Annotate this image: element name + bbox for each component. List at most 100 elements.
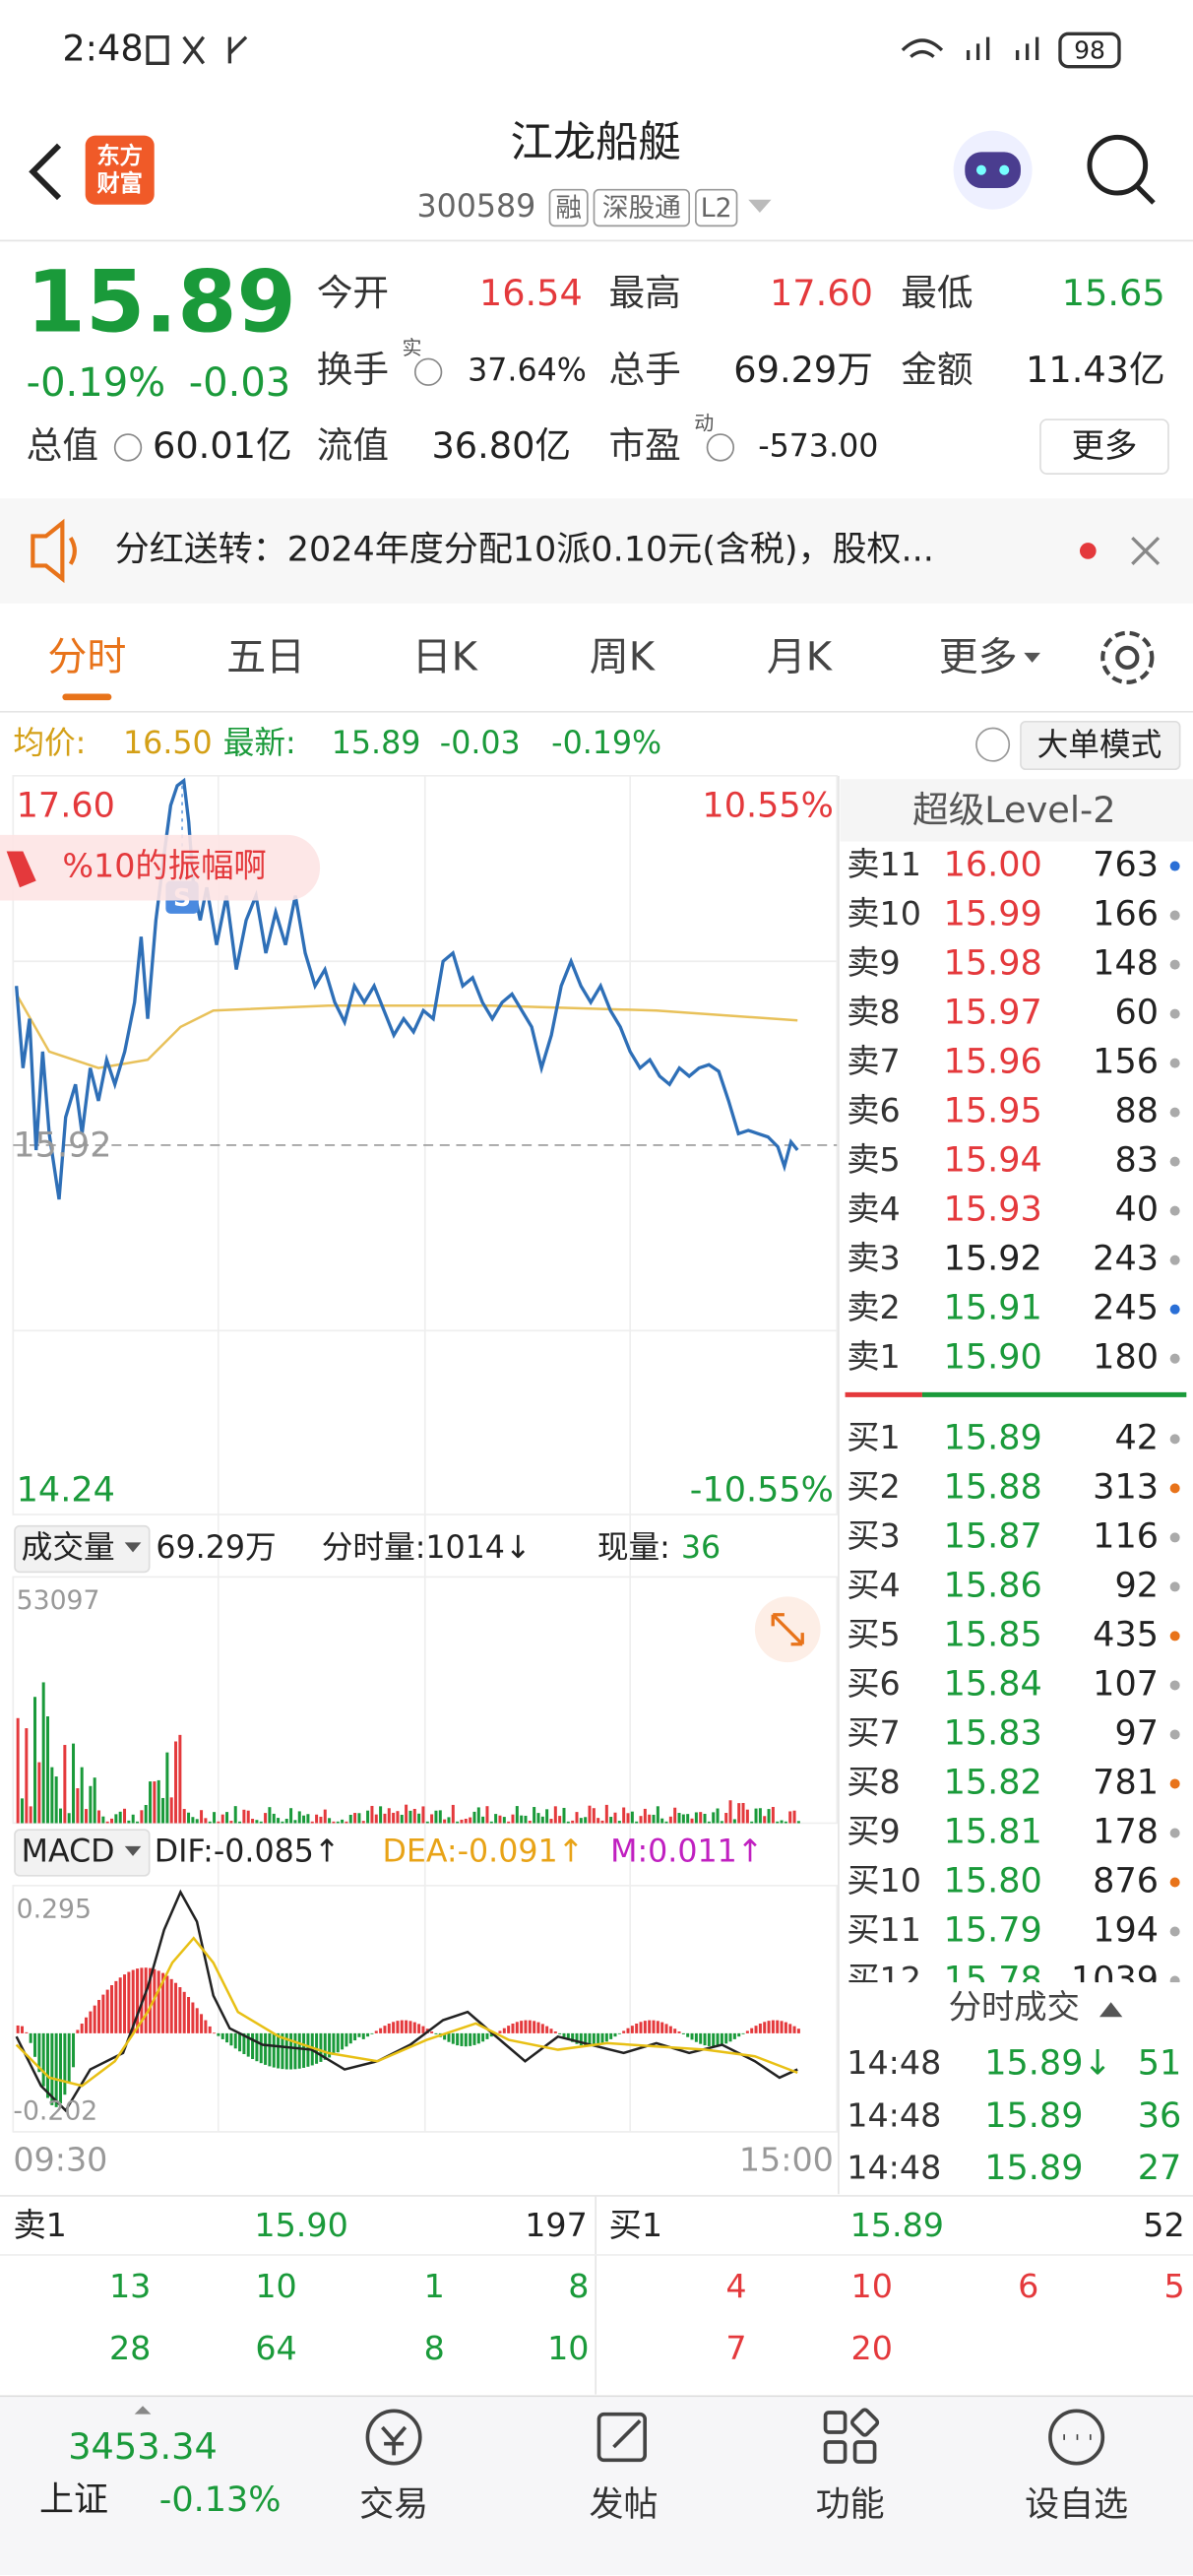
- level-vol: 156: [1093, 1043, 1159, 1082]
- macd-bar: [293, 2032, 297, 2070]
- help-icon[interactable]: [975, 727, 1011, 762]
- level-vol: 107: [1093, 1664, 1159, 1704]
- info-icon[interactable]: [413, 357, 443, 386]
- macd-bar: [784, 2022, 787, 2033]
- price-pct: -0.19%: [27, 360, 166, 406]
- level-label: 买8: [847, 1763, 901, 1801]
- trade-price: 15.89: [984, 2096, 1083, 2136]
- buy-queue: 4: [725, 2267, 746, 2305]
- macd-bar: [361, 2032, 365, 2039]
- indicator-select[interactable]: [14, 1829, 151, 1877]
- nav-label[interactable]: 功能: [816, 2485, 885, 2525]
- volume-bar: [515, 1806, 519, 1824]
- macd-bar: [553, 2031, 557, 2033]
- volume-bar: [361, 1821, 365, 1824]
- battery-level: 98: [1074, 36, 1105, 65]
- level-label: 卖7: [847, 1042, 901, 1080]
- volume-bar: [251, 1819, 255, 1824]
- level-dot: [1169, 1581, 1180, 1592]
- trades-title[interactable]: 分时成交: [949, 1987, 1080, 2026]
- level-label: 卖1: [847, 1337, 901, 1376]
- volume-bar: [225, 1812, 229, 1824]
- index-value[interactable]: 3453.34: [68, 2425, 218, 2468]
- latest-pct: -0.19%: [551, 726, 661, 761]
- vol-max-label: 53097: [17, 1585, 100, 1616]
- volume-bar: [101, 1816, 105, 1824]
- field-value: 37.64%: [468, 354, 587, 389]
- banner-text[interactable]: %10的振幅啊: [62, 847, 266, 885]
- level-price: 15.81: [944, 1812, 1042, 1851]
- more-button[interactable]: [1039, 419, 1169, 475]
- level-label: 卖2: [847, 1288, 901, 1326]
- volume-bar: [33, 1697, 37, 1824]
- back-button[interactable]: [29, 143, 62, 201]
- volume-bar: [673, 1807, 677, 1824]
- nav-label[interactable]: 交易: [359, 2485, 428, 2525]
- level2-title[interactable]: 超级Level-2: [912, 789, 1116, 831]
- level-dot: [1169, 1729, 1180, 1740]
- dropdown-icon: [124, 1542, 142, 1553]
- macd-bar: [272, 2032, 276, 2068]
- expand-icon[interactable]: [134, 2406, 152, 2415]
- mode-label[interactable]: 大单模式: [1037, 728, 1162, 763]
- macd-bar: [118, 1977, 122, 2033]
- m-label: M:0.011↑: [610, 1834, 763, 1869]
- macd-label[interactable]: MACD: [22, 1834, 115, 1869]
- volume-bar: [732, 1819, 736, 1824]
- info-icon[interactable]: [113, 433, 143, 462]
- settings-icon[interactable]: [1100, 630, 1155, 684]
- search-button[interactable]: [1087, 134, 1156, 205]
- index-name[interactable]: 上证: [39, 2480, 108, 2520]
- volume-bar: [456, 1821, 460, 1824]
- level-label: 买3: [847, 1516, 901, 1555]
- macd-bar: [89, 2011, 93, 2033]
- volume-bar: [745, 1809, 749, 1824]
- notice-text[interactable]: 分红送转：2024年度分配10派0.10元(含税)，股权...: [115, 530, 934, 569]
- macd-bar: [284, 2032, 288, 2070]
- tab[interactable]: 日K: [412, 634, 479, 679]
- vol-label[interactable]: 成交量: [22, 1530, 115, 1566]
- dropdown-icon: [1024, 652, 1040, 663]
- banner[interactable]: [0, 834, 321, 901]
- nav-label[interactable]: 设自选: [1025, 2485, 1128, 2525]
- volume-bar: [233, 1806, 237, 1824]
- stock-tags: 融深股通 L2: [548, 188, 738, 227]
- trade-list: 14:48 15.89↓ 51 14:48 15.89 36 14:48 15.89 27: [847, 2043, 1181, 2188]
- nav-label[interactable]: 发帖: [589, 2485, 658, 2525]
- level-price: 15.96: [944, 1043, 1042, 1082]
- tab[interactable]: 月K: [767, 634, 834, 679]
- index-pct[interactable]: -0.13%: [159, 2480, 282, 2520]
- dropdown-icon: [124, 1845, 142, 1856]
- level-price: 15.94: [944, 1141, 1042, 1181]
- volume-bar: [182, 1809, 186, 1824]
- close-button[interactable]: [1131, 536, 1161, 565]
- more-label[interactable]: 更多: [1072, 426, 1138, 465]
- logo-text: 财富: [96, 169, 143, 197]
- volume-bar: [328, 1818, 332, 1824]
- macd-bar: [353, 2032, 357, 2041]
- mode-button[interactable]: [1020, 721, 1181, 771]
- tab[interactable]: 周K: [590, 634, 657, 679]
- tab[interactable]: 分时: [47, 634, 126, 679]
- level2-header: [840, 779, 1193, 842]
- macd-bar: [588, 2032, 592, 2047]
- volume-bar: [80, 1767, 84, 1824]
- macd-bar: [485, 2032, 489, 2039]
- volume-bar: [430, 1814, 434, 1824]
- info-icon[interactable]: [706, 433, 735, 462]
- robot-icon[interactable]: [953, 130, 1033, 210]
- tab[interactable]: 五日: [226, 634, 305, 679]
- macd-bar: [345, 2032, 348, 2047]
- level-dot: [1169, 1107, 1180, 1118]
- expand-button[interactable]: [754, 1596, 821, 1663]
- volume-bar: [41, 1682, 45, 1824]
- dropdown-icon[interactable]: [748, 199, 772, 214]
- tab[interactable]: 更多: [939, 634, 1018, 679]
- volume-bar: [788, 1811, 792, 1824]
- stock-code: 300589: [416, 189, 535, 225]
- level-label: 卖5: [847, 1140, 901, 1179]
- volume-bar: [728, 1800, 732, 1824]
- level-price: 15.92: [944, 1240, 1042, 1279]
- indicator-select[interactable]: [14, 1524, 151, 1574]
- level-price: 15.89: [944, 1418, 1042, 1457]
